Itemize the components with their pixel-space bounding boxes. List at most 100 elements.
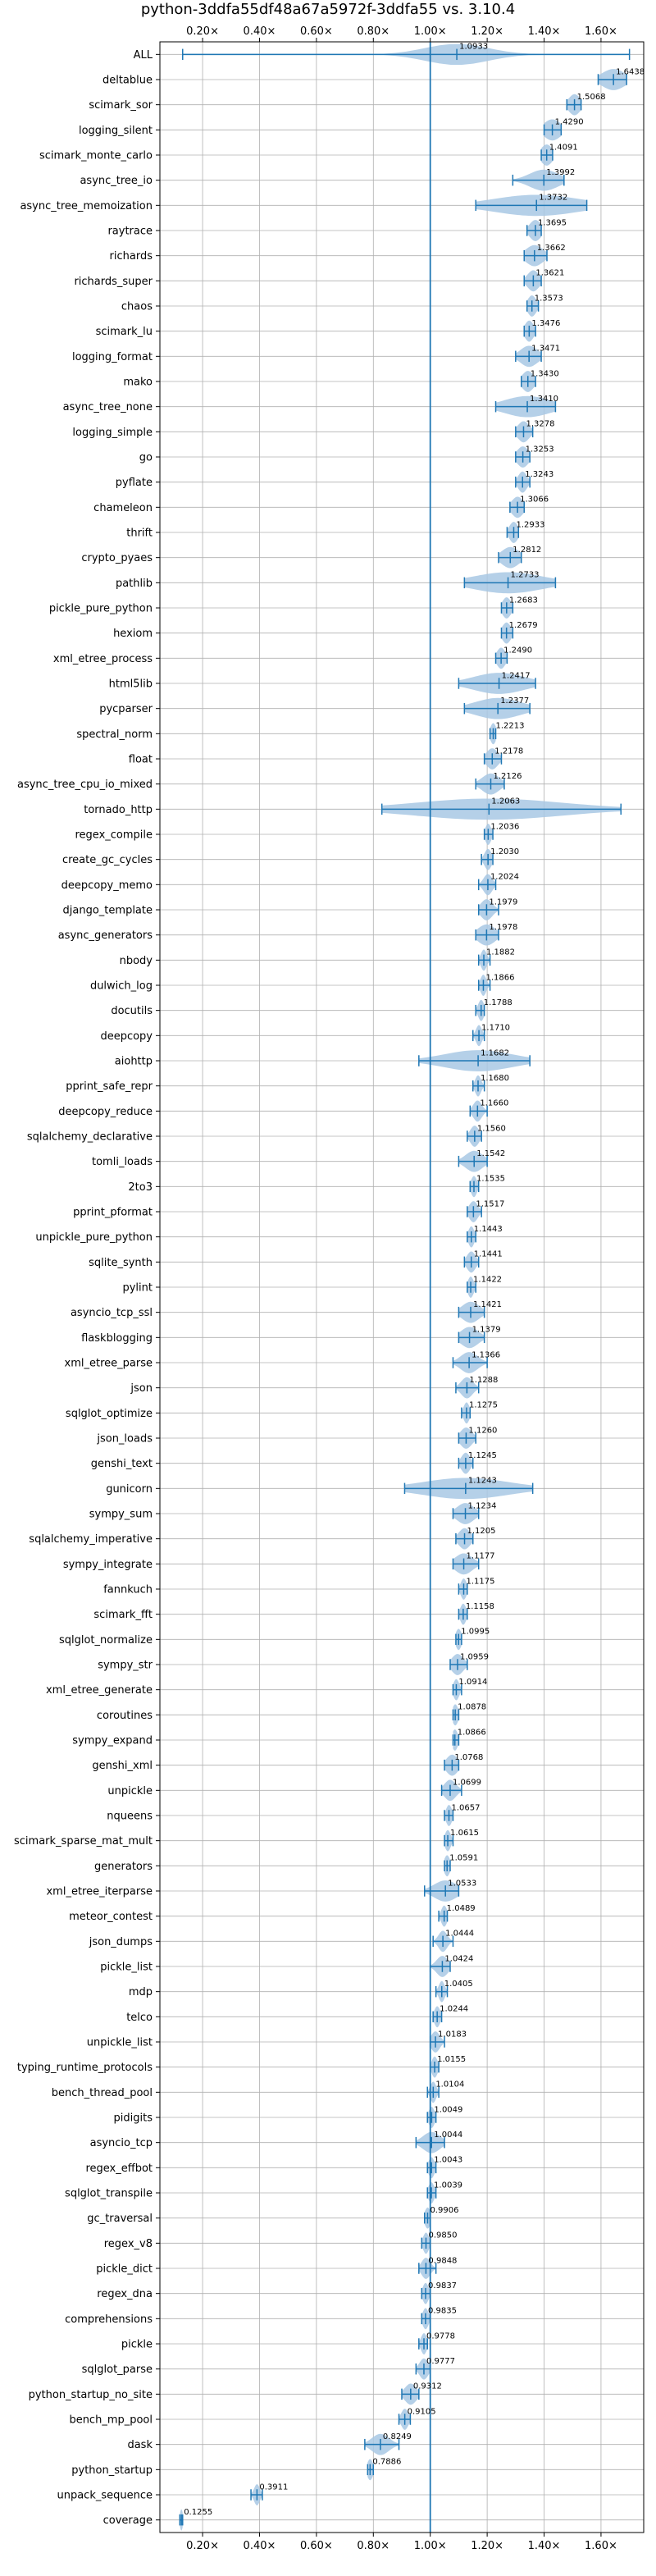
value-label-gunicorn: 1.1243: [468, 1477, 497, 1486]
category-label: create_gc_cycles: [62, 854, 153, 866]
value-label-crypto_pyaes: 1.2812: [512, 546, 541, 555]
category-label: nqueens: [107, 1811, 153, 1823]
x-tick-label-top: 0.60×: [300, 25, 333, 38]
value-label-sqlite_synth: 1.1441: [474, 1250, 503, 1259]
value-label-scimark_fft: 1.1158: [466, 1602, 494, 1611]
category-label: scimark_sparse_mat_mult: [14, 1835, 153, 1848]
value-label-richards: 1.3662: [537, 244, 566, 253]
value-label-hexiom: 1.2679: [509, 621, 538, 630]
category-label: pprint_pformat: [73, 1207, 153, 1219]
value-label-pickle_pure_python: 1.2683: [509, 596, 538, 605]
x-tick-label-top: 0.40×: [244, 25, 276, 38]
category-label: regex_v8: [104, 2238, 153, 2250]
category-label: go: [139, 452, 153, 464]
category-label: sympy_str: [98, 1660, 153, 1672]
category-label: scimark_sor: [89, 99, 153, 112]
value-label-json_loads: 1.1260: [468, 1426, 497, 1435]
category-label: coroutines: [97, 1710, 153, 1722]
category-label: unpickle: [107, 1785, 153, 1797]
category-label: sympy_expand: [72, 1735, 153, 1747]
category-label: chameleon: [93, 502, 153, 514]
axes: 0.20× 0.20× 0.40× 0.40× 0.60× 0.60× 0.80× 0.80×…: [14, 25, 617, 2552]
value-label-raytrace: 1.3695: [538, 218, 567, 227]
category-label: generators: [94, 1861, 153, 1873]
value-label-scimark_lu: 1.3476: [531, 319, 560, 328]
category-label: async_tree_none: [63, 401, 153, 413]
value-label-go: 1.3253: [526, 445, 554, 454]
category-label: json_dumps: [89, 1936, 153, 1948]
x-tick-label-bottom: 1.40×: [528, 2540, 561, 2552]
value-label-python_startup: 0.7886: [372, 2458, 401, 2467]
category-label: comprehensions: [65, 2313, 153, 2326]
category-label: json_loads: [96, 1433, 153, 1446]
category-label: meteor_contest: [69, 1911, 153, 1923]
value-label-generators: 1.0591: [449, 1854, 478, 1863]
category-label: spectral_norm: [76, 728, 153, 741]
category-label: deepcopy_reduce: [58, 1106, 153, 1118]
category-label: aiohttp: [115, 1056, 153, 1068]
value-label-sympy_str: 1.0959: [460, 1652, 489, 1661]
category-label: gc_traversal: [87, 2213, 153, 2225]
category-label: sqlglot_parse: [82, 2364, 153, 2376]
category-label: sqlite_synth: [89, 1257, 153, 1269]
value-label-comprehensions: 0.9835: [428, 2307, 457, 2316]
value-label-unpickle: 1.0699: [453, 1779, 481, 1788]
category-label: sqlglot_optimize: [66, 1408, 153, 1420]
value-label-nqueens: 1.0657: [452, 1803, 481, 1812]
category-label: mdp: [129, 1986, 153, 1998]
value-label-asyncio_tcp_ssl: 1.1421: [473, 1300, 502, 1309]
value-label-chaos: 1.3573: [535, 294, 563, 303]
category-label: json: [130, 1382, 153, 1395]
value-label-dulwich_log: 1.1866: [485, 973, 514, 982]
value-label-pickle: 0.9778: [426, 2332, 455, 2341]
category-label: xml_etree_generate: [46, 1684, 153, 1697]
value-label-coverage: 0.1255: [184, 2508, 212, 2517]
value-label-tomli_loads: 1.1542: [476, 1149, 505, 1158]
x-tick-label-top: 1.20×: [471, 25, 503, 38]
value-label-async_tree_memoization: 1.3732: [539, 194, 567, 203]
value-label-xml_etree_iterparse: 1.0533: [448, 1879, 476, 1888]
category-label: html5lib: [109, 678, 153, 691]
category-label: gunicorn: [106, 1483, 153, 1496]
value-label-deepcopy_reduce: 1.1660: [480, 1099, 508, 1108]
x-tick-label-bottom: 1.60×: [585, 2540, 617, 2552]
x-tick-label-top: 0.80×: [357, 25, 390, 38]
value-label-json_dumps: 1.0444: [445, 1930, 474, 1939]
value-label-scimark_sparse_mat_mult: 1.0615: [450, 1829, 479, 1838]
value-label-scimark_monte_carlo: 1.4091: [549, 143, 578, 152]
value-label-2to3: 1.1535: [476, 1175, 505, 1184]
value-label-typing_runtime_protocols: 1.0155: [437, 2055, 466, 2064]
value-label-regex_effbot: 1.0043: [434, 2156, 462, 2165]
value-label-spectral_norm: 1.2213: [496, 722, 525, 731]
category-label: python_startup: [71, 2464, 153, 2477]
value-label-logging_silent: 1.4290: [555, 118, 584, 127]
category-label: mako: [123, 377, 153, 389]
value-label-deltablue: 1.6438: [616, 67, 645, 76]
value-label-pidigits: 1.0049: [434, 2105, 462, 2114]
x-tick-label-bottom: 0.20×: [186, 2540, 219, 2552]
value-label-chameleon: 1.3066: [520, 496, 549, 505]
value-label-async_generators: 1.1978: [489, 923, 517, 932]
value-label-scimark_sor: 1.5068: [577, 93, 606, 102]
category-label: flaskblogging: [81, 1332, 153, 1345]
category-label: docutils: [111, 1005, 153, 1017]
value-label-richards_super: 1.3621: [535, 269, 564, 278]
category-label: async_tree_memoization: [20, 200, 153, 212]
x-tick-label-bottom: 0.80×: [357, 2540, 390, 2552]
category-label: crypto_pyaes: [81, 552, 153, 564]
value-label-thrift: 1.2933: [516, 520, 544, 529]
value-label-meteor_contest: 1.0489: [447, 1904, 476, 1913]
category-label: async_generators: [58, 929, 153, 942]
x-tick-label-top: 1.00×: [414, 25, 447, 38]
range-marks: [179, 48, 631, 2526]
category-label: pylint: [122, 1282, 153, 1295]
grid-layer: [160, 42, 644, 2533]
category-label: 2to3: [128, 1181, 153, 1194]
x-tick-label-top: 1.40×: [528, 25, 561, 38]
category-label: deepcopy: [100, 1030, 153, 1043]
category-label: nbody: [120, 955, 153, 967]
value-label-sqlglot_optimize: 1.1275: [469, 1401, 498, 1410]
category-label: asyncio_tcp: [90, 2137, 153, 2149]
category-label: regex_effbot: [85, 2163, 153, 2175]
category-label: genshi_xml: [92, 1760, 153, 1772]
